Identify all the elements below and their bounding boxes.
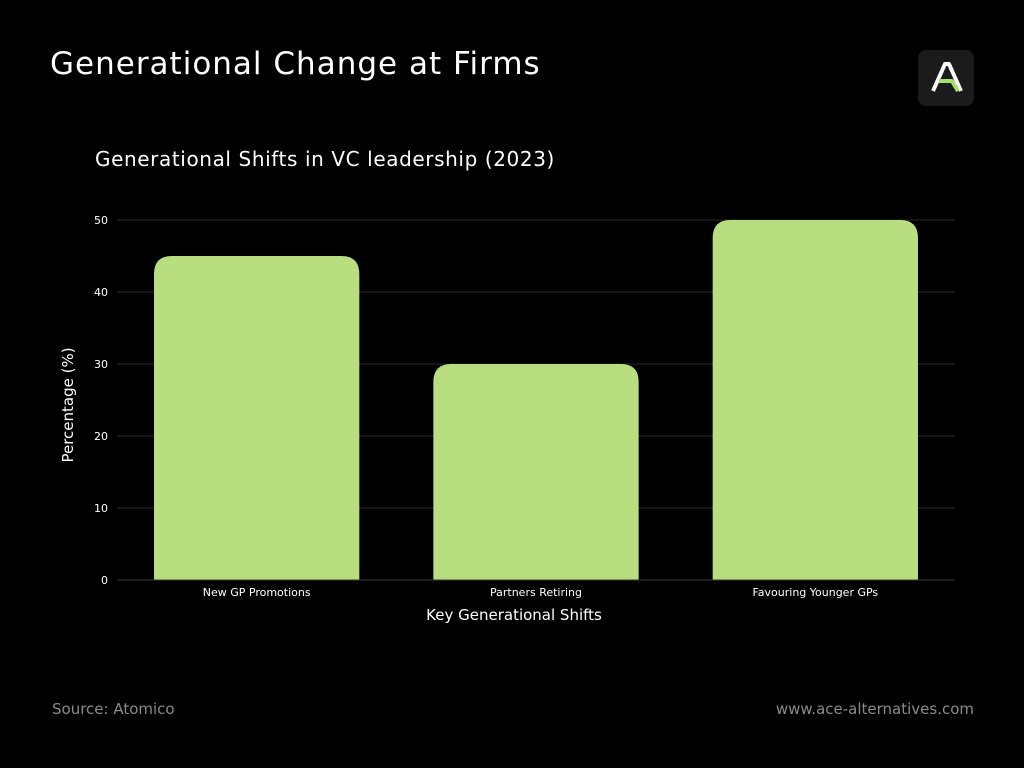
y-tick-label-0: 0 bbox=[101, 574, 108, 587]
chart-title: Generational Shifts in VC leadership (20… bbox=[95, 147, 555, 171]
y-tick-label-2: 20 bbox=[94, 430, 108, 443]
bar-1 bbox=[433, 364, 639, 580]
x-axis-title: Key Generational Shifts bbox=[426, 606, 602, 624]
bar-0 bbox=[154, 256, 360, 580]
page-title: Generational Change at Firms bbox=[50, 46, 541, 82]
y-tick-label-1: 10 bbox=[94, 502, 108, 515]
website-link[interactable]: www.ace-alternatives.com bbox=[775, 700, 974, 718]
ace-alternatives-logo-icon[interactable] bbox=[918, 50, 974, 106]
x-tick-label-1: Partners Retiring bbox=[490, 586, 582, 599]
y-axis-title: Percentage (%) bbox=[59, 347, 77, 462]
y-tick-label-4: 40 bbox=[94, 286, 108, 299]
bar-2 bbox=[712, 220, 918, 580]
y-tick-label-3: 30 bbox=[94, 358, 108, 371]
x-tick-label-2: Favouring Younger GPs bbox=[752, 586, 878, 599]
source-text: Source: Atomico bbox=[52, 700, 175, 718]
x-tick-label-0: New GP Promotions bbox=[203, 586, 311, 599]
y-tick-label-5: 50 bbox=[94, 214, 108, 227]
